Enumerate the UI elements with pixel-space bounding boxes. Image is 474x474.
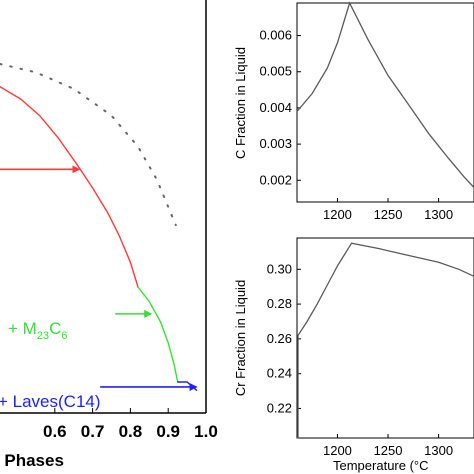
- annotation-m23c6-part: C: [49, 319, 61, 338]
- top-right-series-group: [296, 1, 474, 188]
- blue-series-line: [176, 381, 198, 391]
- left-x-tick-label: 0.7: [81, 422, 105, 441]
- top-right-frame: [296, 2, 474, 203]
- annotation-m23c6-sub: 23: [37, 330, 49, 342]
- dotted-series-line: [0, 63, 177, 227]
- top-right-y-tick-label: 0.003: [259, 136, 292, 151]
- green-series-line: [137, 286, 179, 383]
- top-right-y-tick-label: 0.002: [259, 172, 292, 187]
- top-right-x-tick-label: 1250: [374, 207, 403, 222]
- top-right-y-tick-label: 0.004: [259, 100, 292, 115]
- top-right-series-line: [296, 1, 474, 188]
- bottom-right-x-tick-label: 1200: [323, 443, 352, 458]
- top-right-x-tick-label: 1200: [323, 207, 352, 222]
- bottom-right-x-axis-label: Temperature (°C: [333, 458, 429, 473]
- bottom-right-series-group: [297, 242, 474, 439]
- top-right-y-axis-label: C Fraction in Liquid: [233, 47, 248, 159]
- top-right-x-tick-label: 1300: [424, 207, 453, 222]
- bottom-right-series-line: [297, 242, 474, 439]
- bottom-right-frame: [296, 237, 474, 439]
- top-right-panel: C Fraction in Liquid 0.0020.0030.0040.00…: [233, 1, 474, 222]
- bottom-right-y-tick-label: 0.26: [267, 331, 292, 346]
- bottom-right-y-tick-label: 0.22: [267, 400, 292, 415]
- top-right-y-tick-label: 0.005: [259, 64, 292, 79]
- top-right-x-ticks: 1200 1250 1300: [323, 198, 453, 222]
- top-right-y-tick-label: 0.006: [259, 28, 292, 43]
- annotation-laves: + Laves(C14): [0, 392, 101, 411]
- left-x-tick-label: 0.6: [43, 422, 67, 441]
- top-right-y-ticks: 0.002 0.003 0.004 0.005 0.006: [259, 28, 301, 187]
- bottom-right-panel: Cr Fraction in Liquid 0.220.240.260.280.…: [233, 237, 474, 473]
- bottom-right-y-ticks: 0.22 0.24 0.26 0.28 0.30: [267, 261, 301, 415]
- left-x-axis-label: f Phases: [0, 451, 64, 470]
- bottom-right-x-tick-label: 1250: [374, 443, 403, 458]
- left-x-ticks: 0.6 0.7 0.8 0.9 1.0: [43, 408, 218, 441]
- red-series-line: [0, 85, 139, 288]
- bottom-right-y-axis-label: Cr Fraction in Liquid: [233, 280, 248, 396]
- left-series-group: [0, 63, 198, 391]
- annotation-m23c6: + M23C6: [8, 319, 67, 342]
- bottom-right-y-tick-label: 0.30: [267, 261, 292, 276]
- left-x-tick-label: 1.0: [194, 422, 218, 441]
- annotation-m23c6-sub: 6: [61, 330, 67, 342]
- left-x-tick-label: 0.9: [156, 422, 180, 441]
- bottom-right-y-tick-label: 0.28: [267, 296, 292, 311]
- left-panel: 0.6 0.7 0.8 0.9 1.0 f Phases + M23C6 + Laves…: [0, 0, 218, 470]
- bottom-right-x-ticks: 1200 1250 1300: [323, 434, 453, 458]
- left-x-tick-label: 0.8: [119, 422, 143, 441]
- bottom-right-y-tick-label: 0.24: [267, 366, 292, 381]
- annotation-m23c6-part: + M: [8, 319, 37, 338]
- bottom-right-x-tick-label: 1300: [424, 443, 453, 458]
